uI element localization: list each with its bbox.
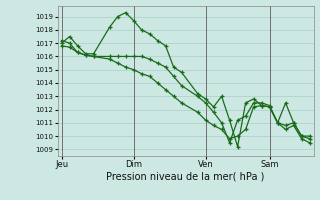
X-axis label: Pression niveau de la mer( hPa ): Pression niveau de la mer( hPa ) xyxy=(107,172,265,182)
